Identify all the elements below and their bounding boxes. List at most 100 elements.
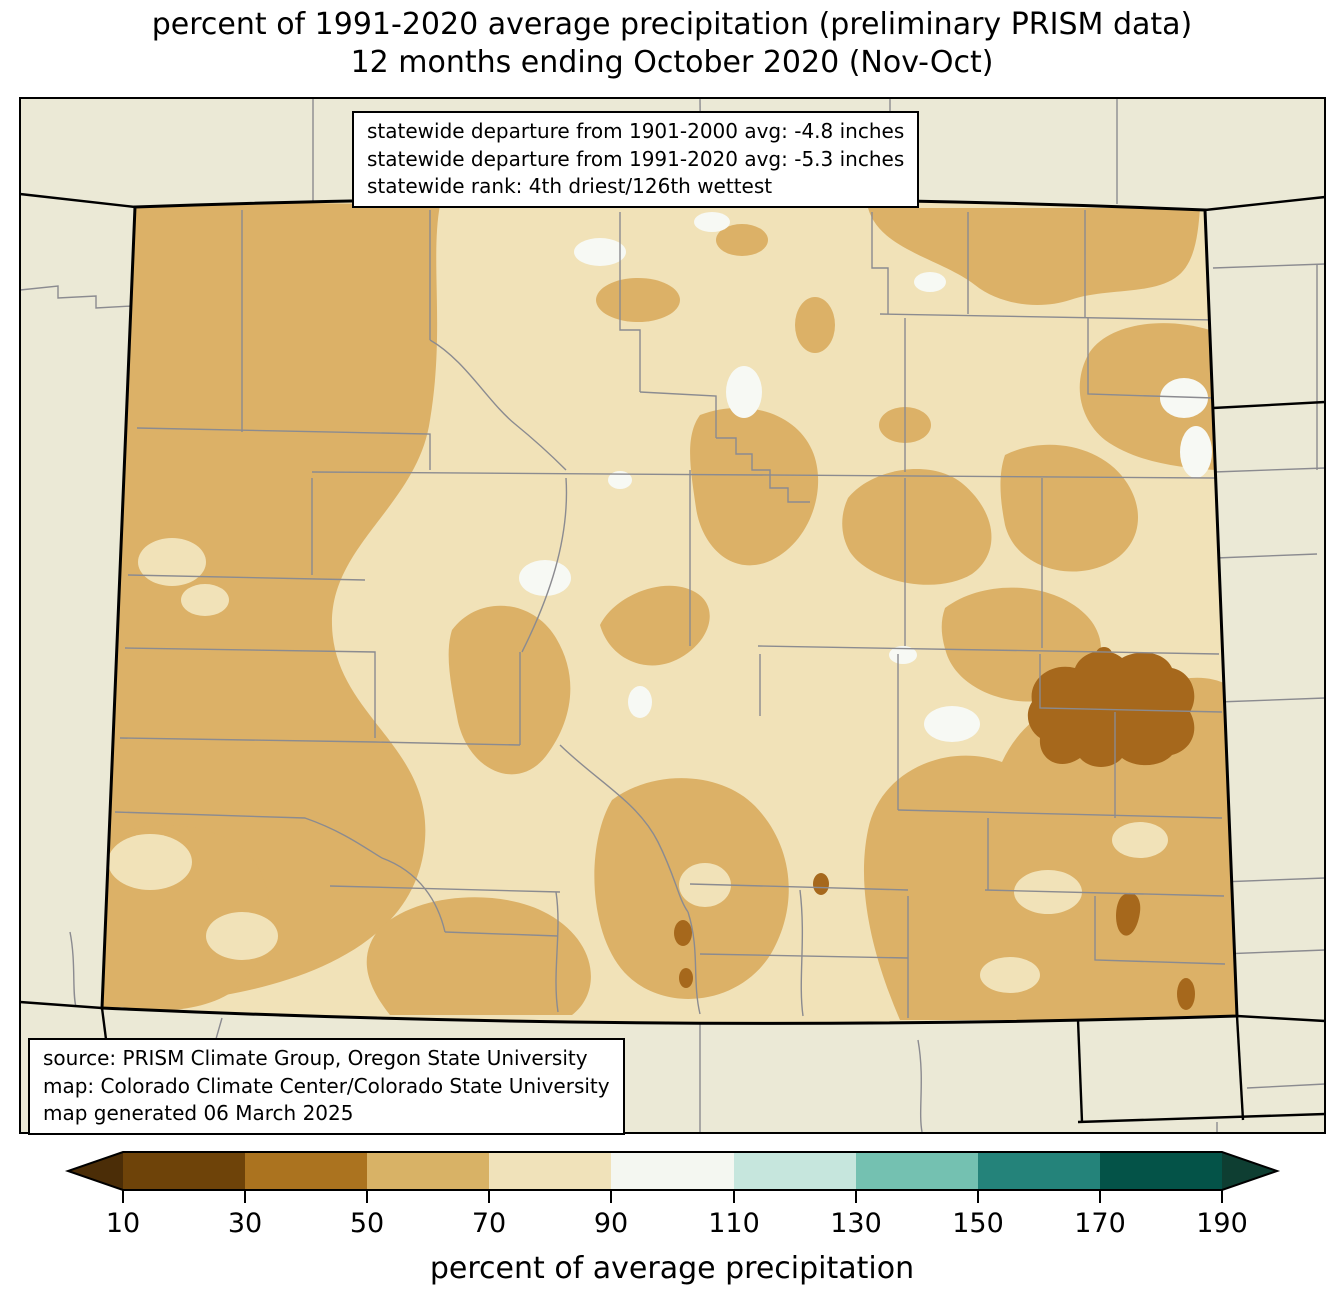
colorbar-tick-label: 170 [1074,1208,1126,1239]
map-region [600,585,710,666]
colorbar-tick-label: 50 [350,1208,384,1239]
map-region [1160,378,1208,418]
county-line [19,285,133,309]
county-line [124,647,376,738]
colorbar-axis-label: percent of average precipitation [430,1251,914,1286]
outside-state-lines [19,192,1326,1134]
county-line [1094,896,1226,965]
map-region [694,212,730,232]
map-region [1112,822,1168,858]
map-region [574,238,626,266]
county-line [1039,654,1223,713]
colorbar-tick-label: 10 [106,1208,140,1239]
colorbar-tick-label: 130 [830,1208,882,1239]
county-line [917,1039,923,1133]
map-region [795,297,835,353]
colorbar-segment [123,1152,245,1190]
county-line [699,953,909,959]
state-line [1077,1112,1326,1124]
county-line [1221,949,1326,955]
source-line-3: map generated 06 March 2025 [43,1101,354,1126]
map-region [206,912,278,960]
colorbar-tick-label: 70 [472,1208,506,1239]
map-region [674,920,692,946]
plot-frame [19,97,1326,1134]
state-line [1204,195,1326,212]
colorbar-over-arrow [1222,1152,1277,1190]
county-line [757,645,1220,655]
statewide-stats-box: statewide departure from 1901-2000 avg: … [352,111,920,208]
county-line [984,889,1225,897]
county-line [639,391,717,438]
state-line [19,192,136,209]
map-region [138,538,206,586]
colorbar-tick-label: 30 [228,1208,262,1239]
map-region [108,834,192,890]
colorbar-under-arrow [68,1152,123,1190]
county-line [716,437,810,503]
county-line [799,889,804,1017]
map-region [519,560,571,596]
map-region [726,366,762,418]
stats-line-1: statewide departure from 1901-2000 avg: … [367,119,905,143]
colorbar-segment [734,1152,856,1190]
stats-line-2: statewide departure from 1991-2020 avg: … [367,146,905,171]
county-line [521,477,568,653]
county-line [871,212,889,314]
colorbar-tick-label: 190 [1196,1208,1248,1239]
map-region [980,957,1040,993]
map-region [889,646,917,664]
map-region [924,706,980,742]
map-region [366,897,591,1015]
map-region [1180,426,1212,478]
map-region [181,584,229,616]
map-region [628,686,652,718]
state-line [19,1000,103,1010]
county-line [114,811,383,859]
source-line-1: source: PRISM Climate Group, Oregon Stat… [43,1046,588,1070]
colorado-county-lines [114,210,1226,1018]
figure-title: percent of 1991-2020 average precipitati… [0,6,1344,83]
map-region [1177,978,1195,1010]
county-line [1087,318,1215,399]
map-region [1116,892,1141,936]
colorbar-segment [1100,1152,1222,1190]
county-line [1217,697,1326,703]
county-line [897,809,1223,819]
colorbar-segment [489,1152,611,1190]
colorbar-ticks [122,1190,1223,1203]
county-line [1215,553,1318,559]
county-line [689,883,909,891]
colorbar-tick-label: 110 [708,1208,760,1239]
county-line [127,574,366,581]
county-line [444,931,559,937]
map-region [679,968,693,988]
state-line [1235,1015,1245,1121]
white-regions-90-110 [519,212,1212,742]
county-line [555,891,559,1013]
county-line [119,737,376,743]
county-line [559,744,689,913]
source-box: source: PRISM Climate Group, Oregon Stat… [28,1038,625,1135]
county-line [1212,263,1326,269]
map-region [914,272,946,292]
map-region [690,407,819,566]
map-region [813,873,829,895]
county-line [311,471,1217,479]
county-line [619,212,641,392]
county-line [374,741,521,746]
map-region [842,469,992,585]
county-line [136,427,431,470]
map-region [596,278,680,322]
county-line [329,885,561,893]
state-line [1236,1014,1326,1023]
stats-line-3: statewide rank: 4th driest/126th wettest [367,174,773,199]
map-region [1096,647,1112,661]
colorbar-segment [367,1152,489,1190]
title-line-1: percent of 1991-2020 average precipitati… [151,7,1193,42]
title-line-2: 12 months ending October 2020 (Nov-Oct) [350,45,994,81]
colorbar-segment [245,1152,367,1190]
colorbar-segment [611,1152,734,1190]
